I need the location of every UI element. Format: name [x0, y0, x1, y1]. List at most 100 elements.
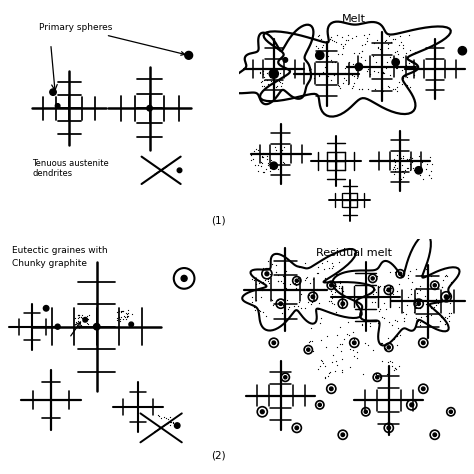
Point — [445, 312, 453, 320]
Point — [259, 278, 267, 286]
Circle shape — [181, 275, 187, 282]
Point — [312, 307, 319, 315]
Point — [268, 296, 275, 304]
Point — [252, 162, 259, 169]
Point — [406, 46, 413, 54]
Point — [294, 302, 302, 310]
Point — [276, 78, 283, 85]
Point — [336, 285, 343, 292]
Point — [424, 307, 432, 314]
Point — [327, 77, 335, 84]
Point — [362, 56, 369, 64]
Point — [71, 314, 79, 322]
Point — [85, 311, 92, 319]
Point — [273, 302, 281, 310]
Point — [413, 319, 420, 327]
Point — [423, 161, 431, 168]
Point — [309, 337, 316, 345]
Point — [258, 82, 266, 90]
Circle shape — [341, 302, 345, 305]
Point — [283, 284, 290, 292]
Point — [383, 64, 390, 72]
Point — [385, 33, 393, 40]
Circle shape — [433, 433, 437, 437]
Point — [370, 346, 377, 354]
Point — [328, 291, 336, 298]
Point — [390, 163, 398, 171]
Point — [113, 316, 121, 323]
Point — [446, 317, 453, 324]
Point — [315, 365, 322, 373]
Point — [308, 300, 315, 308]
Point — [268, 162, 276, 170]
Point — [403, 164, 411, 172]
Point — [339, 288, 346, 295]
Point — [411, 305, 419, 312]
Point — [427, 167, 435, 175]
Point — [254, 162, 262, 169]
Point — [319, 359, 326, 367]
Point — [318, 356, 325, 364]
Point — [386, 357, 394, 365]
Point — [432, 295, 440, 303]
Point — [161, 413, 168, 421]
Point — [316, 300, 323, 307]
Circle shape — [433, 284, 437, 287]
Point — [408, 278, 416, 286]
Point — [379, 87, 387, 95]
Point — [117, 315, 124, 323]
Point — [365, 30, 373, 37]
Point — [402, 49, 410, 57]
Point — [400, 308, 407, 316]
Point — [398, 66, 406, 73]
Point — [406, 83, 413, 91]
Point — [404, 164, 412, 172]
Point — [350, 80, 357, 87]
Point — [402, 310, 410, 318]
Point — [361, 40, 369, 48]
Point — [285, 314, 292, 322]
Point — [422, 165, 429, 173]
Point — [444, 284, 451, 292]
Point — [317, 315, 325, 322]
Circle shape — [284, 376, 287, 379]
Point — [370, 39, 378, 46]
Point — [326, 35, 333, 43]
Circle shape — [55, 324, 60, 329]
Point — [392, 364, 399, 372]
Point — [320, 265, 328, 273]
Point — [392, 365, 400, 373]
Circle shape — [329, 387, 333, 391]
Point — [358, 320, 365, 328]
Point — [255, 307, 263, 314]
Point — [123, 312, 130, 319]
Point — [257, 293, 265, 301]
Point — [307, 337, 314, 345]
Circle shape — [330, 284, 333, 287]
Point — [84, 315, 92, 322]
Point — [318, 44, 326, 51]
Point — [443, 314, 451, 322]
Point — [391, 335, 398, 343]
Point — [427, 304, 435, 311]
Point — [273, 73, 281, 80]
Point — [327, 298, 334, 305]
Point — [343, 36, 350, 44]
Point — [279, 301, 286, 309]
Point — [162, 414, 170, 421]
Point — [332, 285, 339, 293]
Point — [405, 155, 413, 163]
Point — [377, 305, 384, 313]
Point — [75, 319, 83, 327]
Point — [389, 165, 397, 173]
Point — [396, 303, 403, 311]
Point — [447, 310, 454, 317]
Point — [267, 66, 275, 74]
Point — [366, 70, 374, 77]
Point — [271, 78, 278, 86]
Point — [166, 419, 174, 426]
Point — [74, 311, 82, 319]
Point — [356, 85, 363, 93]
Point — [418, 272, 425, 279]
Point — [308, 299, 316, 306]
